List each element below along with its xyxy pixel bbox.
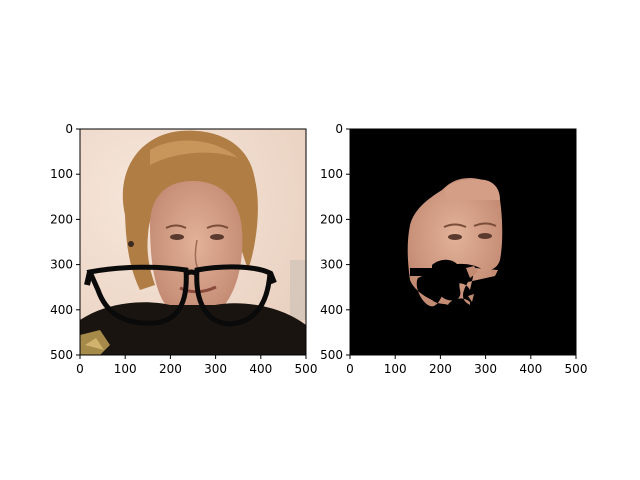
x-tick-label: 100 [384,362,407,376]
x-tick-label: 400 [519,362,542,376]
x-tick-label: 0 [76,362,84,376]
x-tick-label: 0 [346,362,354,376]
x-tick-label: 500 [295,362,318,376]
x-tick-label: 100 [114,362,137,376]
x-tick-label: 500 [565,362,588,376]
y-tick-label: 200 [320,212,343,226]
y-tick-label: 0 [335,122,343,136]
y-tick-label: 100 [320,167,343,181]
x-tick-label: 200 [159,362,182,376]
y-tick-label: 400 [320,303,343,317]
y-tick-label: 400 [50,303,73,317]
y-tick-label: 500 [50,348,73,362]
x-tick-label: 300 [474,362,497,376]
right-mask-image [350,129,576,355]
y-tick-label: 200 [50,212,73,226]
y-tick-label: 100 [50,167,73,181]
y-tick-label: 300 [320,258,343,272]
right-axes-frame [349,128,577,356]
glasses-overlay [84,264,277,327]
x-tick-label: 200 [429,362,452,376]
segmented-face-region [407,178,503,307]
left-axes-frame [79,128,307,356]
y-tick-label: 0 [65,122,73,136]
left-photo [80,129,306,355]
x-tick-label: 300 [204,362,227,376]
y-tick-label: 300 [50,258,73,272]
y-tick-label: 500 [320,348,343,362]
hair-shape [122,130,258,290]
x-tick-label: 400 [249,362,272,376]
